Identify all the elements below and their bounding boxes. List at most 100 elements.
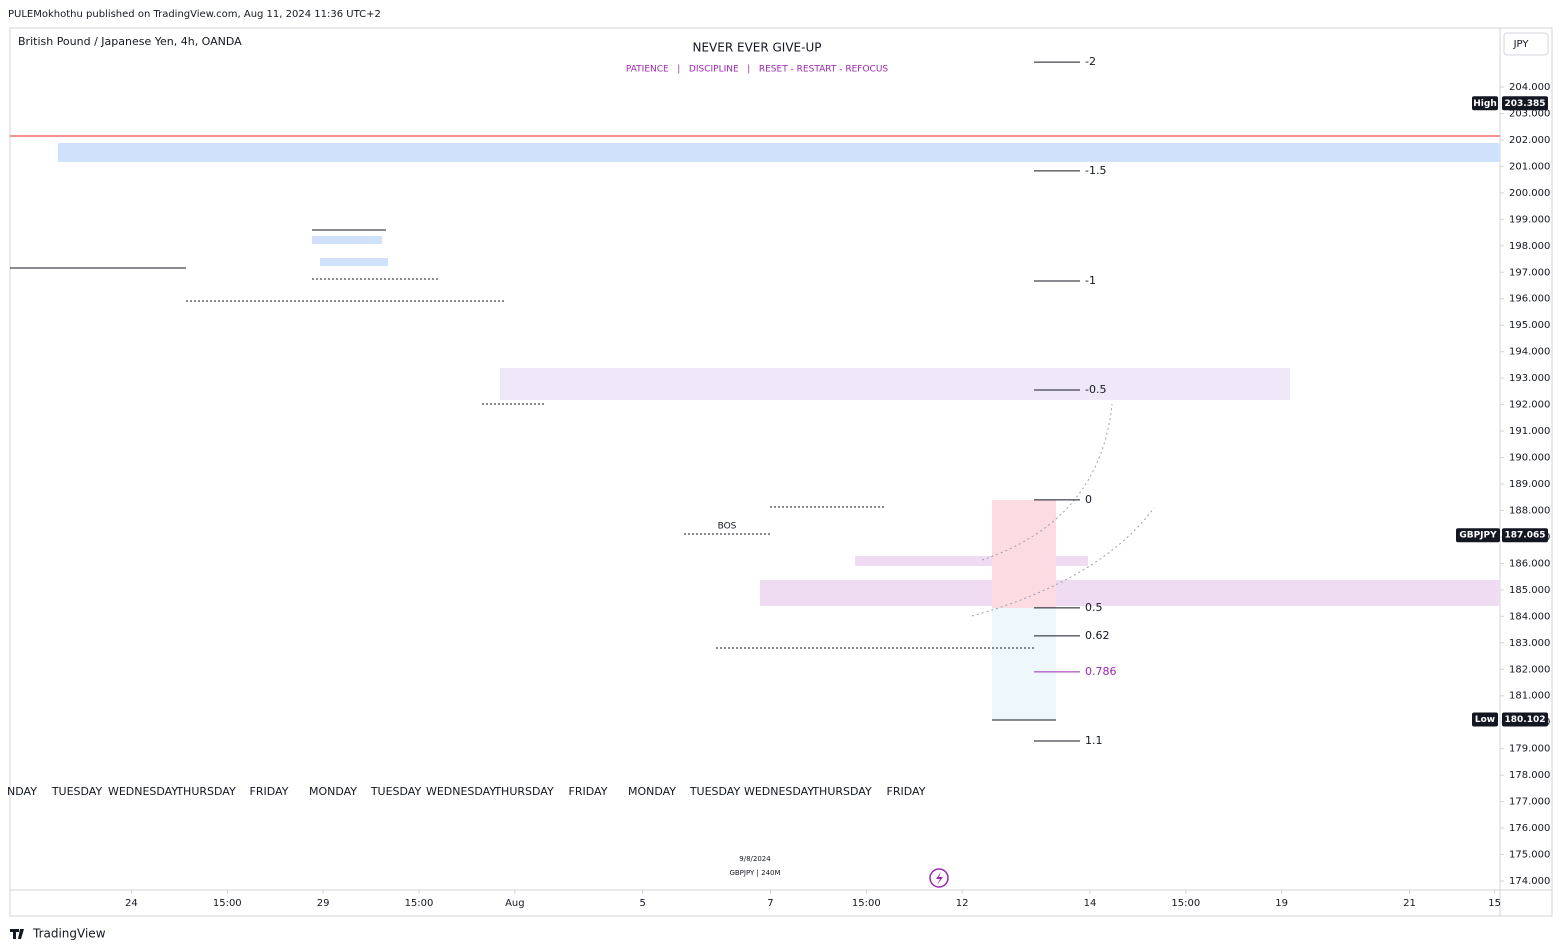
zone: [760, 580, 1500, 606]
y-tick-label: 186.000: [1509, 558, 1550, 569]
day-label: WEDNESDAY: [426, 785, 496, 798]
symbol-title: British Pound / Japanese Yen, 4h, OANDA: [18, 35, 242, 48]
subtitle: PATIENCE | DISCIPLINE | RESET - RESTART …: [626, 65, 889, 75]
icon[interactable]: [929, 868, 949, 888]
y-tick-label: 178.000: [1509, 770, 1550, 781]
day-label: TUESDAY: [51, 785, 103, 798]
y-tick-label: 197.000: [1509, 267, 1550, 278]
y-tick-label: 200.000: [1509, 188, 1550, 199]
day-label: FRIDAY: [887, 785, 926, 798]
footer: 9/8/2024: [739, 855, 771, 863]
day-label: WEDNESDAY: [108, 785, 178, 798]
price-tag-name: GBPJPY: [1459, 531, 1497, 541]
y-tick-label: 190.000: [1509, 453, 1550, 464]
icon: [936, 872, 943, 885]
fib-label: -2: [1085, 55, 1096, 68]
y-tick-label: 204.000: [1509, 82, 1550, 93]
price-tag: [1502, 712, 1548, 727]
zone: [320, 258, 388, 266]
y-tick-label: 185.000: [1509, 585, 1550, 596]
x-tick-label: 15:00: [1171, 898, 1200, 909]
fib-label: 1.1: [1085, 734, 1103, 747]
day-label: TUESDAY: [689, 785, 741, 798]
day-label: FRIDAY: [569, 785, 608, 798]
fib-label: -0.5: [1085, 383, 1106, 396]
annotation: BOS: [718, 522, 737, 532]
published: PULEMokhothu published on TradingView.co…: [8, 9, 381, 20]
day-label: FRIDAY: [250, 785, 289, 798]
y-tick-label: 189.000: [1509, 479, 1550, 490]
headline: NEVER EVER GIVE-UP: [692, 41, 821, 55]
fib-label: 0.62: [1085, 629, 1110, 642]
currency: JPY: [1513, 39, 1530, 50]
x-tick-label: Aug: [505, 898, 525, 909]
y-tick-label: 201.000: [1509, 161, 1550, 172]
y-tick-label: 195.000: [1509, 320, 1550, 331]
price-tag-value: 180.102: [1505, 715, 1546, 725]
day-label: THURSDAY: [175, 785, 236, 798]
fib-label: 0.5: [1085, 601, 1103, 614]
y-tick-label: 176.000: [1509, 823, 1550, 834]
day-label: NDAY: [7, 785, 37, 798]
y-tick-label: 202.000: [1509, 135, 1550, 146]
zone: [855, 556, 1088, 566]
y-tick-label: 193.000: [1509, 373, 1550, 384]
arrow: [971, 507, 1155, 617]
fib-label: -1: [1085, 274, 1096, 287]
price-tag-name: Low: [1475, 715, 1495, 725]
price-tag: [1502, 96, 1548, 111]
fib-label: 0: [1085, 493, 1092, 506]
x-tick-label: 15:00: [405, 898, 434, 909]
x-tick-label: 14: [1084, 898, 1097, 909]
frame: [9, 27, 1553, 917]
x-tick-label: 15:00: [852, 898, 881, 909]
day-label: THURSDAY: [811, 785, 872, 798]
y-tick-label: 174.000: [1509, 876, 1550, 887]
x-tick-label: 19: [1275, 898, 1288, 909]
x-tick-label: 12: [956, 898, 969, 909]
y-tick-label: 199.000: [1509, 214, 1550, 225]
zone: [500, 368, 1290, 400]
y-tick-label: 198.000: [1509, 241, 1550, 252]
y-tick-label: 179.000: [1509, 744, 1550, 755]
brand: TradingView: [32, 927, 106, 941]
footer: GBPJPY | 240M: [729, 869, 780, 877]
position-risk: [992, 500, 1056, 608]
x-tick-label: 15: [1488, 898, 1501, 909]
x-tick-label: 29: [317, 898, 330, 909]
price-tag: [1472, 96, 1498, 111]
y-tick-label: 183.000: [1509, 638, 1550, 649]
x-tick-label: 21: [1403, 898, 1416, 909]
day-label: WEDNESDAY: [744, 785, 814, 798]
day-label: MONDAY: [309, 785, 357, 798]
logo: [10, 929, 24, 939]
fib-label: 0.786: [1085, 665, 1117, 678]
position-target: [992, 608, 1056, 720]
x-tick-label: 24: [125, 898, 138, 909]
fib-label: -1.5: [1085, 164, 1106, 177]
y-tick-label: 192.000: [1509, 400, 1550, 411]
y-tick-label: 177.000: [1509, 797, 1550, 808]
zone: [58, 143, 1500, 162]
y-tick-label: 175.000: [1509, 850, 1550, 861]
price-tag: [1502, 528, 1548, 543]
y-tick-label: 188.000: [1509, 505, 1550, 516]
y-tick-label: 184.000: [1509, 611, 1550, 622]
price-tag-value: 203.385: [1505, 99, 1546, 109]
y-tick-label: 182.000: [1509, 664, 1550, 675]
day-label: THURSDAY: [493, 785, 554, 798]
y-tick-label: 191.000: [1509, 426, 1550, 437]
plot: [10, 135, 1500, 721]
zone: [312, 236, 382, 244]
currency-button[interactable]: [1503, 32, 1549, 56]
y-tick-label: 194.000: [1509, 347, 1550, 358]
x-tick-label: 7: [767, 898, 773, 909]
y-tick-label: 181.000: [1509, 691, 1550, 702]
price-tag: [1472, 712, 1498, 727]
day-label: MONDAY: [628, 785, 676, 798]
y-tick-label: 196.000: [1509, 294, 1550, 305]
y-tick-label: 203.000: [1509, 108, 1550, 119]
price-tag: [1456, 528, 1500, 543]
